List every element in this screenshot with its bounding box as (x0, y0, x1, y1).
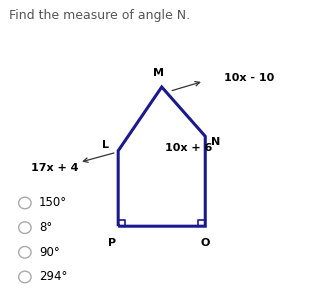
Text: P: P (108, 238, 116, 248)
Text: 10x + 6: 10x + 6 (165, 143, 212, 153)
Text: 294°: 294° (39, 271, 67, 283)
Text: Find the measure of angle N.: Find the measure of angle N. (9, 9, 190, 22)
Text: 150°: 150° (39, 197, 67, 209)
Text: 8°: 8° (39, 221, 52, 234)
Text: 90°: 90° (39, 246, 60, 259)
Text: M: M (153, 68, 164, 78)
Text: O: O (201, 238, 210, 248)
Text: L: L (102, 140, 109, 150)
Text: 17x + 4: 17x + 4 (31, 163, 79, 173)
Text: N: N (211, 137, 221, 147)
Text: 10x - 10: 10x - 10 (224, 73, 274, 83)
